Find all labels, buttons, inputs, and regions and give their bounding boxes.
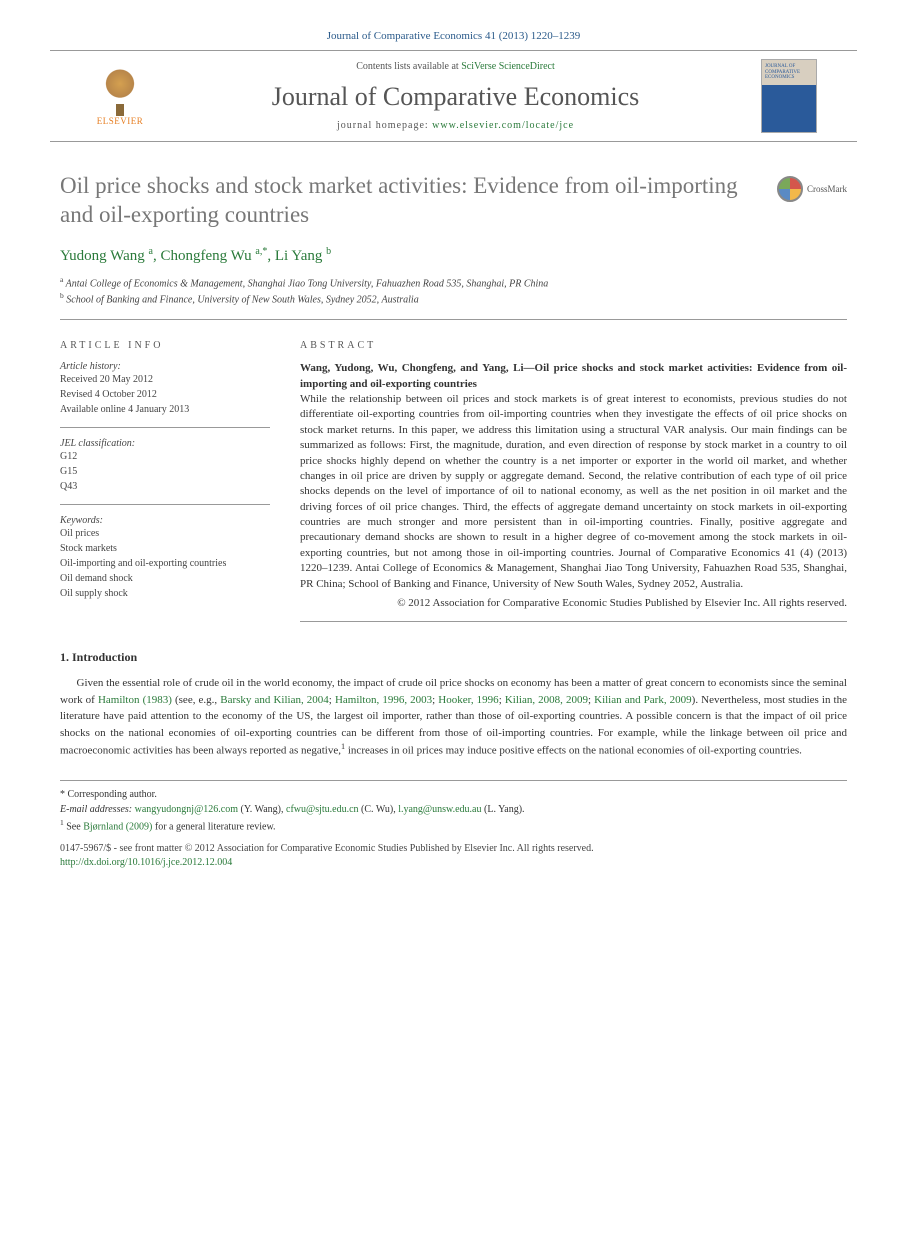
journal-name: Journal of Comparative Economics — [150, 82, 761, 112]
banner-center: Contents lists available at SciVerse Sci… — [150, 61, 761, 131]
article-header: CrossMark Oil price shocks and stock mar… — [0, 172, 907, 320]
corresponding-note: * Corresponding author. — [60, 787, 847, 802]
homepage-line: journal homepage: www.elsevier.com/locat… — [150, 120, 761, 131]
emails-label: E-mail addresses: — [60, 804, 135, 815]
keyword: Oil prices — [60, 526, 270, 541]
abstract-heading: ABSTRACT — [300, 340, 847, 351]
keyword: Oil-importing and oil-exporting countrie… — [60, 556, 270, 571]
elsevier-label: ELSEVIER — [97, 116, 144, 126]
intro-heading: 1. Introduction — [60, 650, 847, 665]
citation-link[interactable]: Hooker, 1996 — [438, 694, 498, 706]
elsevier-logo[interactable]: ELSEVIER — [90, 61, 150, 131]
journal-cover-thumbnail[interactable]: JOURNAL OF COMPARATIVE ECONOMICS — [761, 59, 817, 133]
article-title: Oil price shocks and stock market activi… — [60, 172, 847, 230]
homepage-prefix: journal homepage: — [337, 120, 432, 131]
history-label: Article history: — [60, 361, 270, 372]
keywords-block: Keywords: Oil pricesStock marketsOil-imp… — [60, 515, 270, 601]
citation-link[interactable]: Kilian, 2008, 2009 — [505, 694, 588, 706]
contents-line: Contents lists available at SciVerse Sci… — [150, 61, 761, 72]
citation-text: Journal of Comparative Economics 41 (201… — [327, 30, 581, 42]
jel-code: G15 — [60, 464, 270, 479]
citation-link[interactable]: Barsky and Kilian, 2004 — [220, 694, 329, 706]
abstract-text: Wang, Yudong, Wu, Chongfeng, and Yang, L… — [300, 361, 847, 622]
article-history-block: Article history: Received 20 May 2012 Re… — [60, 361, 270, 428]
email-link[interactable]: cfwu@sjtu.edu.cn — [286, 804, 359, 815]
citation-link[interactable]: Hamilton (1983) — [98, 694, 172, 706]
affiliations: a Antai College of Economics & Managemen… — [60, 275, 847, 321]
info-abstract-row: ARTICLE INFO Article history: Received 2… — [0, 340, 907, 622]
keyword: Oil supply shock — [60, 586, 270, 601]
authors-line: Yudong Wang a, Chongfeng Wu a,*, Li Yang… — [60, 246, 847, 265]
received-date: Received 20 May 2012 — [60, 372, 270, 387]
footnotes: * Corresponding author. E-mail addresses… — [60, 780, 847, 834]
citation-link[interactable]: Hamilton, 1996, 2003 — [335, 694, 432, 706]
page-footer: 0147-5967/$ - see front matter © 2012 As… — [0, 834, 907, 900]
email-link[interactable]: wangyudongnj@126.com — [135, 804, 238, 815]
keyword: Stock markets — [60, 541, 270, 556]
affiliation-line: b School of Banking and Finance, Univers… — [60, 291, 847, 307]
citation-link[interactable]: Kilian and Park, 2009 — [594, 694, 692, 706]
article-info-heading: ARTICLE INFO — [60, 340, 270, 351]
footnote-1: 1 See Bjørnland (2009) for a general lit… — [60, 817, 847, 834]
keywords-label: Keywords: — [60, 515, 270, 526]
abstract-copyright: © 2012 Association for Comparative Econo… — [300, 596, 847, 611]
homepage-link[interactable]: www.elsevier.com/locate/jce — [432, 120, 574, 131]
abstract-body: While the relationship between oil price… — [300, 393, 847, 590]
abstract-column: ABSTRACT Wang, Yudong, Wu, Chongfeng, an… — [300, 340, 847, 622]
running-header: Journal of Comparative Economics 41 (201… — [0, 0, 907, 50]
online-date: Available online 4 January 2013 — [60, 402, 270, 417]
affiliation-line: a Antai College of Economics & Managemen… — [60, 275, 847, 291]
crossmark-badge[interactable]: CrossMark — [777, 176, 847, 202]
contents-prefix: Contents lists available at — [356, 61, 461, 72]
cover-title: JOURNAL OF COMPARATIVE ECONOMICS — [765, 64, 813, 81]
jel-label: JEL classification: — [60, 438, 270, 449]
intro-paragraph: Given the essential role of crude oil in… — [60, 675, 847, 759]
issn-copyright: 0147-5967/$ - see front matter © 2012 As… — [60, 842, 847, 856]
keyword: Oil demand shock — [60, 571, 270, 586]
revised-date: Revised 4 October 2012 — [60, 387, 270, 402]
crossmark-label: CrossMark — [807, 184, 847, 194]
article-info-column: ARTICLE INFO Article history: Received 2… — [60, 340, 270, 622]
crossmark-icon — [777, 176, 803, 202]
citation-link[interactable]: Bjørnland (2009) — [83, 821, 152, 832]
jel-code: Q43 — [60, 479, 270, 494]
elsevier-tree-icon — [98, 66, 142, 110]
email-link[interactable]: l.yang@unsw.edu.au — [398, 804, 481, 815]
jel-code: G12 — [60, 449, 270, 464]
abstract-lead: Wang, Yudong, Wu, Chongfeng, and Yang, L… — [300, 362, 847, 389]
sciencedirect-link[interactable]: SciVerse ScienceDirect — [461, 61, 555, 72]
introduction-section: 1. Introduction Given the essential role… — [0, 650, 907, 759]
jel-block: JEL classification: G12G15Q43 — [60, 438, 270, 505]
doi-link[interactable]: http://dx.doi.org/10.1016/j.jce.2012.12.… — [60, 857, 232, 868]
emails-line: E-mail addresses: wangyudongnj@126.com (… — [60, 802, 847, 817]
journal-banner: ELSEVIER Contents lists available at Sci… — [50, 50, 857, 142]
